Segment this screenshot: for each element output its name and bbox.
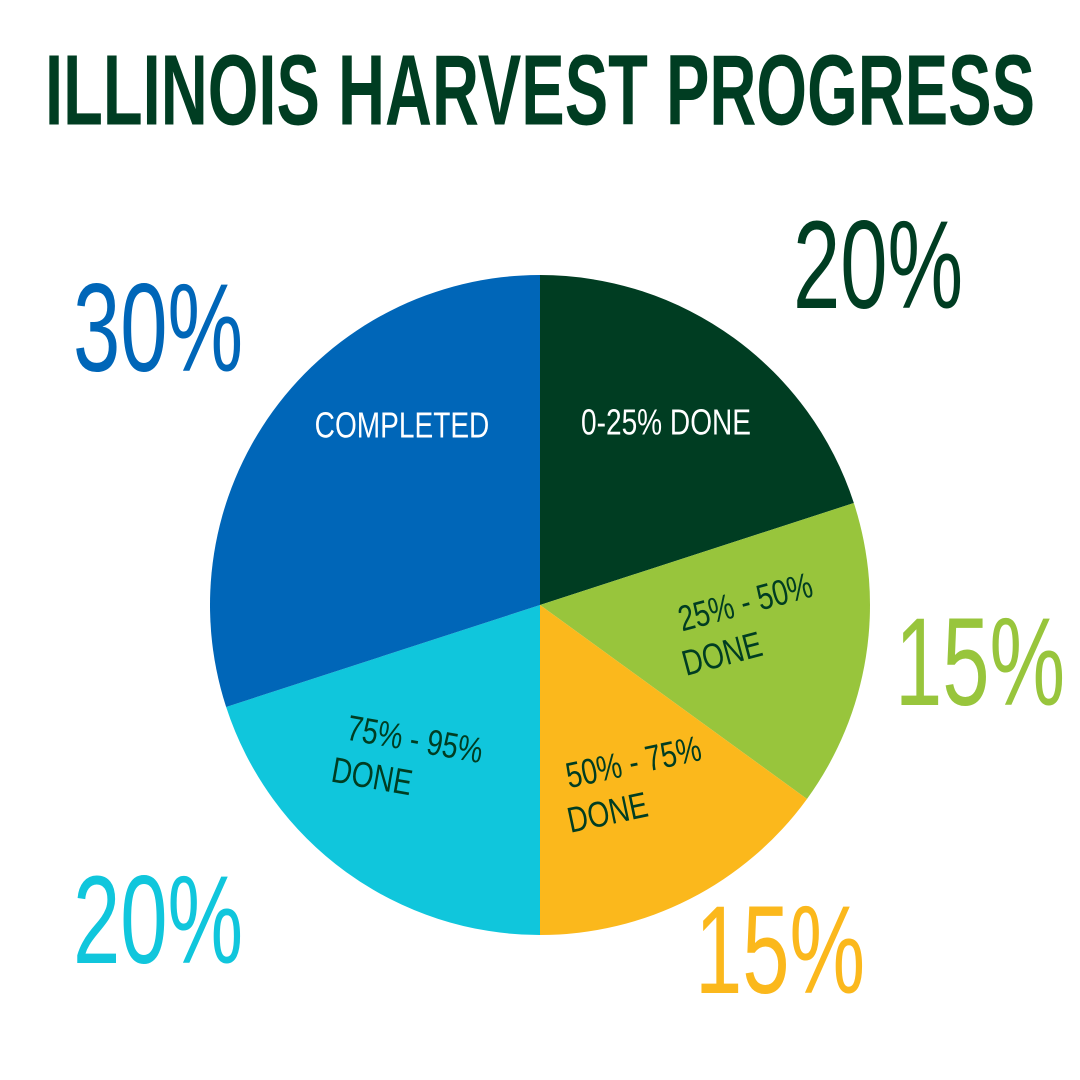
category-label-group: 0-25% DONE bbox=[581, 402, 751, 442]
category-label: COMPLETED bbox=[315, 405, 490, 445]
value-label-group: 15% bbox=[895, 592, 1065, 732]
value-label: 20% bbox=[793, 195, 963, 335]
category-label: 0-25% DONE bbox=[581, 402, 751, 442]
pie-slice bbox=[540, 605, 807, 935]
category-label-group: 25% - 50%DONE bbox=[666, 564, 828, 683]
value-label: 30% bbox=[73, 258, 243, 398]
value-label-group: 15% bbox=[695, 880, 865, 1020]
pie-slice bbox=[226, 605, 540, 935]
pie-slice bbox=[540, 275, 854, 605]
pie-slice bbox=[540, 503, 871, 799]
chart-title: ILLINOIS HARVEST PROGRESS bbox=[45, 34, 1035, 146]
pie-slice bbox=[209, 275, 540, 707]
value-label-group: 20% bbox=[793, 195, 963, 335]
value-label-group: 20% bbox=[73, 850, 243, 990]
category-label: 25% - 50%DONE bbox=[666, 564, 828, 683]
value-label-group: 30% bbox=[73, 258, 243, 398]
value-label: 20% bbox=[73, 850, 243, 990]
value-label: 15% bbox=[695, 880, 865, 1020]
value-label: 15% bbox=[895, 592, 1065, 732]
category-label-group: COMPLETED bbox=[315, 405, 490, 445]
